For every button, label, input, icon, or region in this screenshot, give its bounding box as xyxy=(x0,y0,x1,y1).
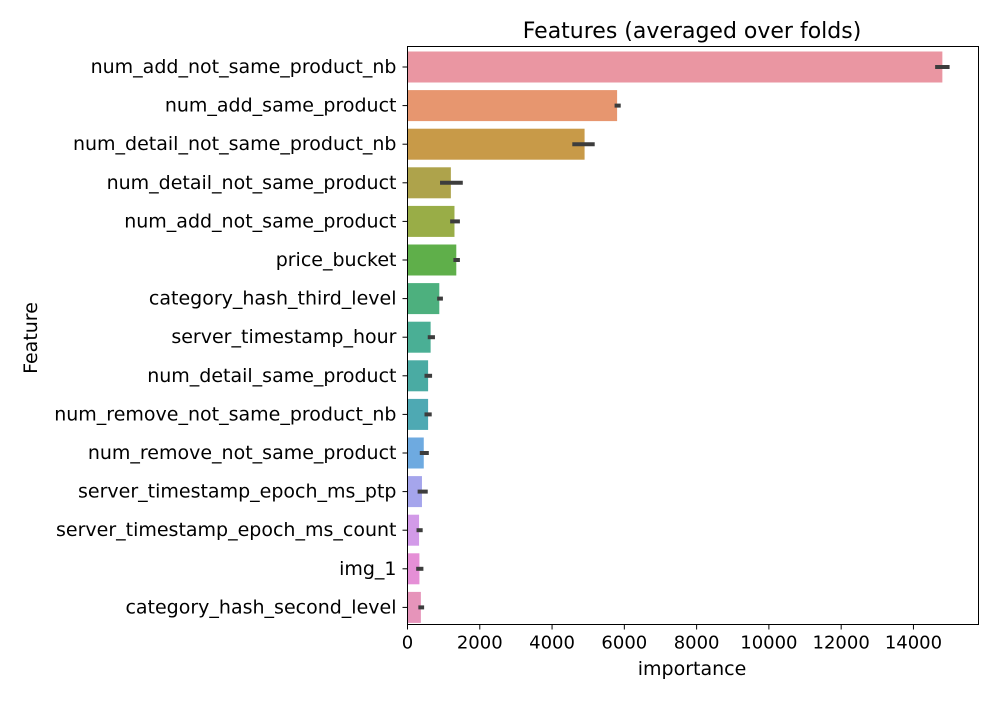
y-tick-labels: num_add_not_same_product_nb num_add_same_… xyxy=(54,56,408,618)
x-tick-label: 0 xyxy=(402,633,413,654)
bar xyxy=(407,360,429,392)
bar xyxy=(407,476,422,508)
bar xyxy=(407,51,943,83)
bar xyxy=(407,321,431,353)
bar xyxy=(407,398,429,430)
y-axis-label: Feature xyxy=(20,302,42,374)
y-tick-label: num_add_same_product xyxy=(165,95,397,117)
bar xyxy=(407,244,457,276)
y-tick-label: category_hash_second_level xyxy=(125,596,396,618)
y-tick-label: num_detail_not_same_product_nb xyxy=(73,133,397,155)
x-axis-ticks: 0 2000 4000 6000 8000 10000 12000 14000 xyxy=(402,624,942,654)
x-tick-label: 4000 xyxy=(529,633,575,654)
y-tick-label: category_hash_third_level xyxy=(149,288,397,310)
y-tick-label: server_timestamp_epoch_ms_ptp xyxy=(78,481,396,503)
error-bars-layer xyxy=(416,65,950,610)
bar xyxy=(407,128,585,160)
bar xyxy=(407,437,424,469)
y-tick-label: server_timestamp_epoch_ms_count xyxy=(56,519,397,541)
x-tick-label: 10000 xyxy=(740,633,797,654)
y-tick-label: num_detail_same_product xyxy=(147,365,396,387)
bar xyxy=(407,205,455,237)
bars-layer xyxy=(407,51,943,623)
x-tick-label: 14000 xyxy=(885,633,942,654)
y-tick-label: server_timestamp_hour xyxy=(171,326,396,348)
y-tick-label: num_add_not_same_product_nb xyxy=(91,56,397,78)
y-tick-label: img_1 xyxy=(339,558,396,580)
chart-title: Features (averaged over folds) xyxy=(523,19,862,44)
bar xyxy=(407,90,618,122)
plot-frame xyxy=(407,46,979,625)
x-axis-label: importance xyxy=(638,658,747,680)
x-tick-label: 2000 xyxy=(457,633,503,654)
y-tick-label: num_remove_not_same_product_nb xyxy=(54,403,396,425)
x-tick-label: 12000 xyxy=(813,633,870,654)
bar xyxy=(407,553,420,585)
x-tick-label: 8000 xyxy=(674,633,720,654)
y-tick-label: price_bucket xyxy=(276,249,397,271)
y-tick-label: num_detail_not_same_product xyxy=(107,172,397,194)
bar xyxy=(407,283,440,315)
y-tick-label: num_add_not_same_product xyxy=(124,210,396,232)
y-tick-label: num_remove_not_same_product xyxy=(88,442,397,464)
bar xyxy=(407,591,421,623)
bar xyxy=(407,514,420,546)
x-tick-label: 6000 xyxy=(601,633,647,654)
